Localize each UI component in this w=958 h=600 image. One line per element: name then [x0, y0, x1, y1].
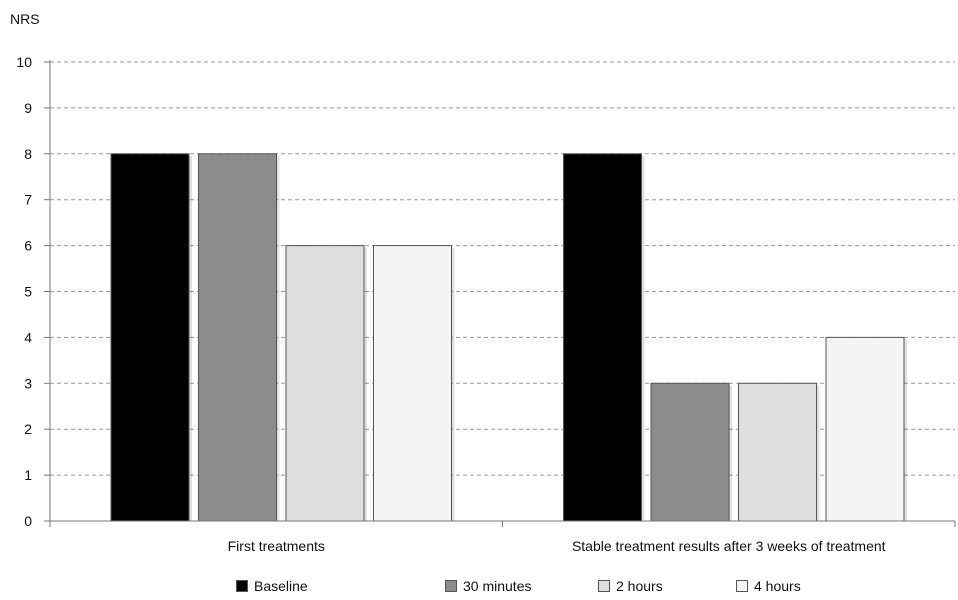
legend-item: 4 hours [736, 578, 801, 594]
y-axis-label: NRS [10, 11, 40, 27]
legend-label: 30 minutes [463, 578, 532, 594]
y-tick-label: 6 [24, 238, 32, 254]
y-tick-label: 2 [24, 421, 32, 437]
bar [563, 153, 642, 522]
bar [373, 245, 452, 522]
legend-swatch [598, 580, 610, 592]
y-tick-label: 5 [24, 284, 32, 300]
legend-swatch [445, 580, 457, 592]
x-tick-label: First treatments [228, 538, 325, 554]
legend-item: 30 minutes [445, 578, 531, 594]
x-tick-label: Stable treatment results after 3 weeks o… [572, 538, 886, 554]
legend-label: 2 hours [616, 578, 663, 594]
y-tick-label: 9 [24, 100, 32, 116]
bar [825, 336, 905, 522]
legend: Baseline 30 minutes 2 hours 4 hours [0, 578, 958, 600]
legend-swatch [236, 580, 248, 592]
y-tick-label: 7 [24, 192, 32, 208]
axes [49, 60, 956, 527]
y-axis-ticks: 0 1 2 3 4 5 6 7 8 9 10 [16, 54, 50, 529]
legend-item: 2 hours [598, 578, 663, 594]
legend-item: Baseline [236, 578, 308, 594]
bars [110, 153, 907, 522]
y-tick-label: 8 [24, 146, 32, 162]
y-tick-label: 1 [24, 467, 32, 483]
legend-label: 4 hours [754, 578, 801, 594]
y-tick-label: 3 [24, 375, 32, 391]
bar [738, 382, 817, 522]
bar [110, 153, 190, 522]
y-tick-label: 4 [24, 329, 32, 345]
legend-swatch [736, 580, 748, 592]
bar-chart: NRS 0 1 2 3 4 5 6 7 8 9 10 First treatments Stable … [10, 11, 956, 554]
bar [650, 382, 730, 522]
y-tick-label: 10 [16, 54, 32, 70]
bar [285, 245, 365, 522]
y-tick-label: 0 [24, 513, 32, 529]
x-axis-labels: First treatments Stable treatment results… [228, 538, 886, 554]
legend-label: Baseline [254, 578, 308, 594]
bar [198, 153, 277, 522]
